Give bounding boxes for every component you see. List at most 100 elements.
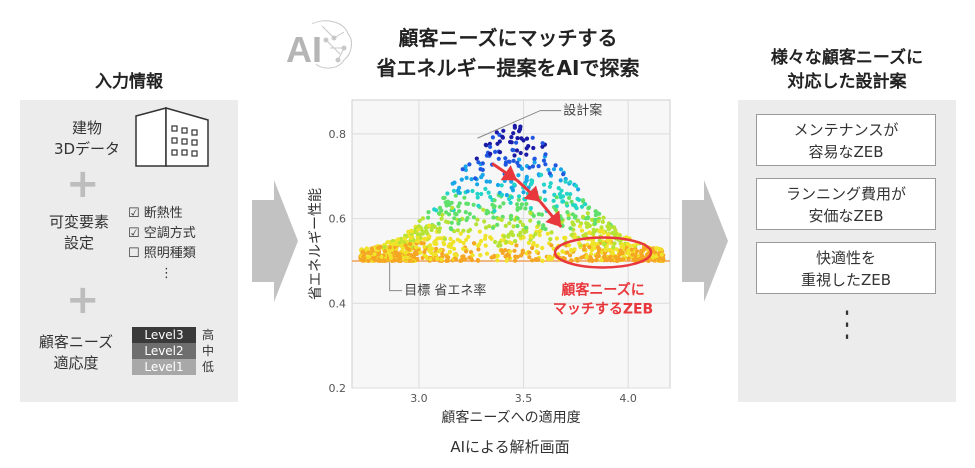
data-point — [463, 249, 469, 254]
data-point — [447, 249, 453, 254]
data-point — [436, 221, 441, 226]
data-point — [473, 176, 478, 181]
data-point — [464, 237, 469, 242]
data-point — [565, 210, 570, 215]
data-point — [537, 233, 542, 238]
x-tick-label: 3.5 — [515, 392, 533, 405]
data-point — [520, 222, 526, 228]
data-point — [603, 248, 608, 253]
data-point — [515, 207, 520, 212]
data-point — [419, 241, 424, 246]
data-point — [463, 164, 468, 169]
data-point — [397, 254, 402, 259]
option-line: 安価なZEB — [808, 207, 884, 225]
data-point — [533, 232, 538, 237]
data-point — [554, 195, 559, 200]
data-point — [586, 206, 591, 211]
data-point — [483, 243, 488, 248]
check-label: 照明種類 — [143, 246, 196, 261]
data-point — [572, 247, 577, 252]
data-point — [563, 235, 568, 241]
data-point — [450, 205, 455, 210]
data-point — [535, 243, 540, 248]
data-point — [572, 234, 577, 239]
data-point — [521, 190, 526, 195]
data-point — [543, 152, 548, 157]
level-high: 高 — [202, 328, 215, 342]
option-maintenance: メンテナンスが 容易なZEB — [756, 114, 936, 166]
data-point — [502, 234, 507, 239]
data-point — [596, 254, 601, 259]
data-point — [503, 162, 508, 167]
data-point — [609, 251, 615, 256]
data-point — [561, 199, 566, 204]
right-heading: 様々な顧客ニーズに 対応した設計案 — [738, 46, 956, 94]
data-point — [508, 216, 514, 222]
title-line2: 省エネルギー提案をAIで探索 — [376, 56, 640, 80]
data-point — [369, 247, 375, 252]
data-point — [568, 253, 573, 258]
data-point — [618, 248, 623, 253]
data-point — [415, 256, 420, 262]
data-point — [511, 224, 516, 229]
data-point — [471, 241, 477, 246]
check-item[interactable]: ☑ 断熱性 — [128, 204, 196, 224]
data-point — [558, 178, 563, 183]
data-point — [515, 254, 520, 259]
data-point — [602, 241, 607, 246]
right-arrow-icon — [682, 180, 728, 302]
data-point — [499, 183, 504, 188]
data-point — [527, 165, 532, 170]
data-point — [568, 192, 573, 197]
level-side-labels: 高 中 低 — [202, 327, 214, 375]
data-point — [366, 250, 371, 255]
data-point — [503, 156, 508, 161]
data-point — [576, 187, 581, 192]
data-point — [528, 206, 533, 211]
data-point — [372, 252, 377, 257]
data-point — [532, 156, 537, 161]
ai-logo-text: AI — [286, 29, 322, 70]
data-point — [600, 219, 605, 224]
data-point — [518, 150, 523, 156]
design-label: 設計案 — [563, 103, 602, 119]
data-point — [490, 225, 496, 230]
data-point — [548, 237, 553, 242]
data-point — [445, 191, 450, 196]
y-tick-label: 0.8 — [329, 128, 347, 141]
data-point — [360, 250, 365, 255]
data-point — [437, 229, 442, 234]
data-point — [482, 219, 487, 224]
check-item[interactable]: ☐ 照明種類 — [128, 244, 196, 264]
left-heading: 入力情報 — [95, 72, 163, 92]
data-point — [448, 226, 453, 231]
data-point — [591, 231, 596, 237]
data-point — [530, 258, 535, 263]
data-point — [540, 226, 545, 231]
data-point — [521, 235, 526, 240]
scatter-points — [358, 123, 666, 263]
data-point — [504, 258, 509, 263]
checkbox-checked-icon: ☑ — [128, 206, 140, 221]
customer-label: 顧客ニーズ 適応度 — [26, 332, 126, 374]
y-tick-label: 0.6 — [329, 213, 347, 226]
data-point — [499, 248, 504, 253]
data-point — [580, 214, 586, 219]
data-point — [476, 160, 481, 165]
right-heading-line2: 対応した設計案 — [787, 72, 907, 92]
data-point — [372, 256, 377, 261]
data-point — [408, 241, 413, 247]
data-point — [514, 148, 520, 153]
data-point — [477, 229, 482, 234]
data-point — [388, 253, 393, 258]
data-point — [543, 162, 548, 167]
check-item[interactable]: ☑ 空調方式 — [128, 224, 196, 244]
target-leader-line — [389, 262, 403, 292]
data-point — [587, 245, 592, 250]
data-point — [621, 257, 626, 262]
data-point — [412, 250, 418, 255]
option-line: 快適性を — [815, 249, 876, 267]
data-point — [439, 208, 444, 213]
data-point — [457, 218, 462, 223]
